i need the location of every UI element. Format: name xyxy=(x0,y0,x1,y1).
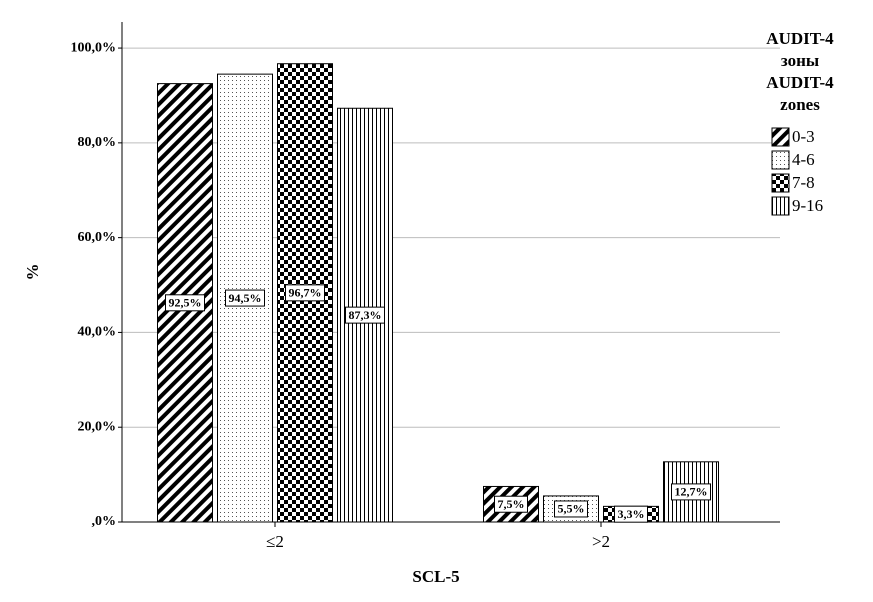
value-label: 87,3% xyxy=(349,308,382,322)
legend-title: AUDIT-4 xyxy=(766,73,834,92)
value-label-box xyxy=(671,483,711,501)
value-label: 94,5% xyxy=(229,291,262,305)
value-label: 7,5% xyxy=(498,497,525,511)
value-label: 96,7% xyxy=(289,286,322,300)
value-label: 3,3% xyxy=(618,507,645,521)
y-tick-label: 20,0% xyxy=(78,419,117,434)
legend-swatch xyxy=(771,150,790,170)
legend-label: 4-6 xyxy=(792,150,815,169)
legend-label: 0-3 xyxy=(792,127,815,146)
y-tick-label: 100,0% xyxy=(71,40,117,55)
value-label-box xyxy=(225,289,265,307)
legend-swatch xyxy=(771,196,790,216)
value-label-box xyxy=(554,500,588,518)
legend-label: 9-16 xyxy=(792,196,823,215)
legend-title: zones xyxy=(780,95,820,114)
y-tick-label: ,0% xyxy=(92,514,117,529)
y-tick-label: 60,0% xyxy=(78,230,117,245)
legend-swatch xyxy=(771,127,790,147)
value-label: 12,7% xyxy=(675,485,708,499)
legend-swatch xyxy=(771,173,790,193)
legend-label: 7-8 xyxy=(792,173,815,192)
legend-title: зоны xyxy=(781,51,819,70)
y-tick-label: 40,0% xyxy=(78,325,117,340)
value-label: 5,5% xyxy=(558,502,585,516)
value-label-box xyxy=(285,284,325,302)
x-tick-label: >2 xyxy=(592,532,610,551)
value-label-box xyxy=(494,495,528,513)
y-axis-title: % xyxy=(23,264,42,281)
value-label-box xyxy=(165,294,205,312)
value-label-box xyxy=(345,306,385,324)
legend-title: AUDIT-4 xyxy=(766,29,834,48)
x-axis-title: SCL-5 xyxy=(412,567,459,586)
x-tick-label: ≤2 xyxy=(266,532,284,551)
value-label: 92,5% xyxy=(169,296,202,310)
y-tick-label: 80,0% xyxy=(78,135,117,150)
value-label-box xyxy=(614,505,648,523)
